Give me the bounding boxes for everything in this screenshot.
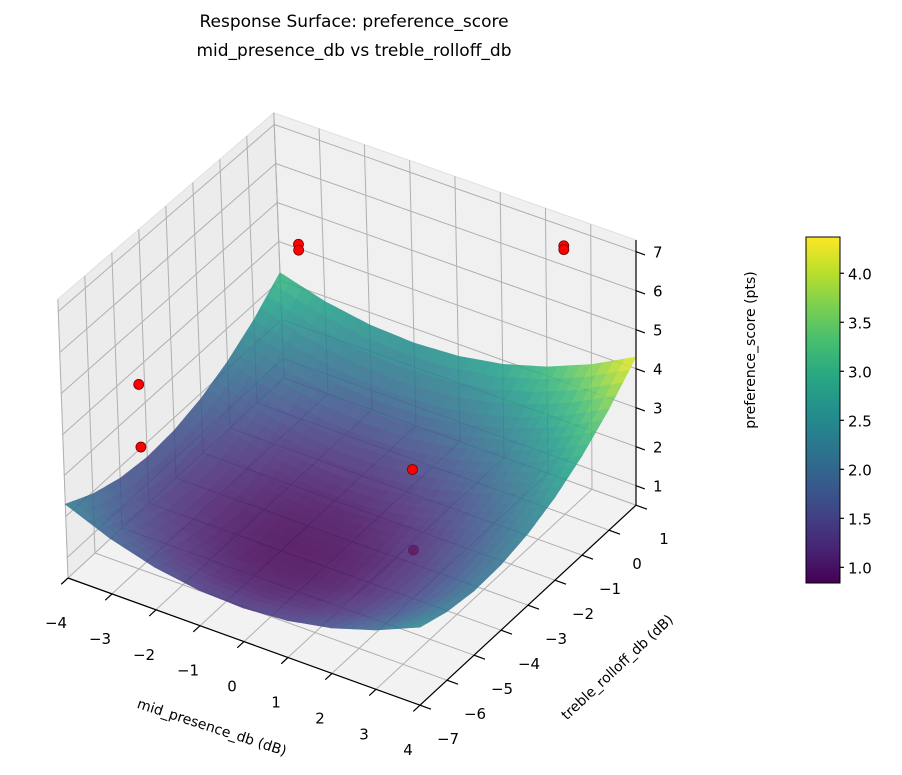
x-tick — [192, 625, 201, 633]
data-point — [407, 464, 418, 475]
x-tick-label: 1 — [271, 694, 281, 712]
chart-subtitle: mid_presence_db vs treble_rolloff_db — [196, 41, 512, 61]
z-tick-label: 1 — [653, 478, 663, 496]
x-tick-label: −4 — [45, 614, 67, 632]
data-point — [133, 379, 145, 390]
z-tick — [635, 329, 646, 334]
z-tick-label: 4 — [653, 361, 663, 379]
z-tick — [635, 485, 646, 490]
y-tick-label: −6 — [464, 705, 486, 723]
grid-line — [63, 280, 281, 476]
grid-line — [278, 241, 637, 370]
surface — [64, 272, 637, 631]
y-tick-label: −7 — [437, 730, 459, 748]
grid-line — [60, 202, 278, 394]
colorbar — [805, 236, 841, 584]
y-tick — [608, 529, 621, 535]
x-tick-label: −2 — [133, 646, 155, 664]
x-tick-label: 3 — [359, 725, 369, 743]
grid-line — [275, 163, 637, 292]
z-tick — [635, 446, 646, 451]
z-axis-label: preference_score (pts) — [743, 271, 759, 428]
x-tick-label: 0 — [227, 678, 237, 696]
x-axis-label: mid_presence_db (dB) — [135, 696, 288, 759]
x-tick — [280, 657, 289, 665]
y-tick — [473, 654, 486, 660]
grid-line — [590, 224, 593, 490]
z-tick — [635, 407, 646, 412]
colorbar-tick-label: 3.0 — [848, 363, 872, 381]
z-tick — [635, 251, 646, 256]
colorbar-tick-label: 1.5 — [848, 510, 872, 528]
y-tick-label: −2 — [572, 605, 594, 623]
colorbar-tick-label: 3.5 — [848, 314, 872, 332]
y-tick-label: −1 — [599, 580, 621, 598]
y-tick — [635, 504, 648, 510]
surface-patch — [408, 622, 427, 629]
grid-line — [57, 299, 69, 579]
colorbar-tick-label: 4.0 — [848, 265, 872, 283]
x-tick-label: 2 — [315, 709, 325, 727]
y-tick — [500, 629, 513, 635]
colorbar-tick-label: 2.0 — [848, 461, 872, 479]
grid-line — [59, 163, 277, 353]
z-tick-label: 7 — [653, 244, 663, 262]
z-tick — [635, 368, 646, 373]
z-tick-label: 6 — [653, 283, 663, 301]
y-tick — [446, 679, 459, 685]
data-point — [558, 244, 570, 256]
y-tick-label: −5 — [491, 680, 513, 698]
y-tick-label: 0 — [632, 555, 642, 573]
chart-title: Response Surface: preference_score — [199, 12, 509, 32]
x-tick — [236, 641, 245, 649]
y-tick — [527, 604, 540, 610]
grid-line — [94, 552, 448, 681]
x-tick-label: −1 — [177, 662, 199, 680]
y-tick — [581, 554, 594, 560]
colorbar-tick-label: 1.0 — [848, 559, 872, 577]
colorbar-tick-label: 2.5 — [848, 412, 872, 430]
y-axis-label: treble_rolloff_db (dB) — [559, 612, 677, 724]
x-tick — [412, 704, 421, 712]
x-tick — [324, 672, 333, 681]
x-tick — [60, 577, 69, 585]
y-tick — [554, 579, 567, 585]
data-point — [135, 441, 147, 453]
x-tick-label: 4 — [403, 741, 413, 759]
x-tick — [368, 688, 377, 696]
x-tick — [148, 609, 157, 617]
y-tick-label: 1 — [659, 530, 669, 548]
data-point — [293, 244, 305, 256]
grid-line — [274, 124, 637, 253]
z-tick-label: 3 — [653, 400, 663, 418]
y-tick-label: −3 — [545, 630, 567, 648]
z-tick — [635, 290, 646, 295]
z-tick-label: 5 — [653, 322, 663, 340]
y-tick-label: −4 — [518, 655, 540, 673]
y-tick — [419, 704, 432, 710]
x-tick — [104, 593, 113, 601]
z-tick-label: 2 — [653, 439, 663, 457]
grid-line — [277, 202, 637, 331]
x-tick-label: −3 — [89, 630, 111, 648]
grid-line — [57, 124, 275, 312]
grid-line — [62, 241, 280, 435]
